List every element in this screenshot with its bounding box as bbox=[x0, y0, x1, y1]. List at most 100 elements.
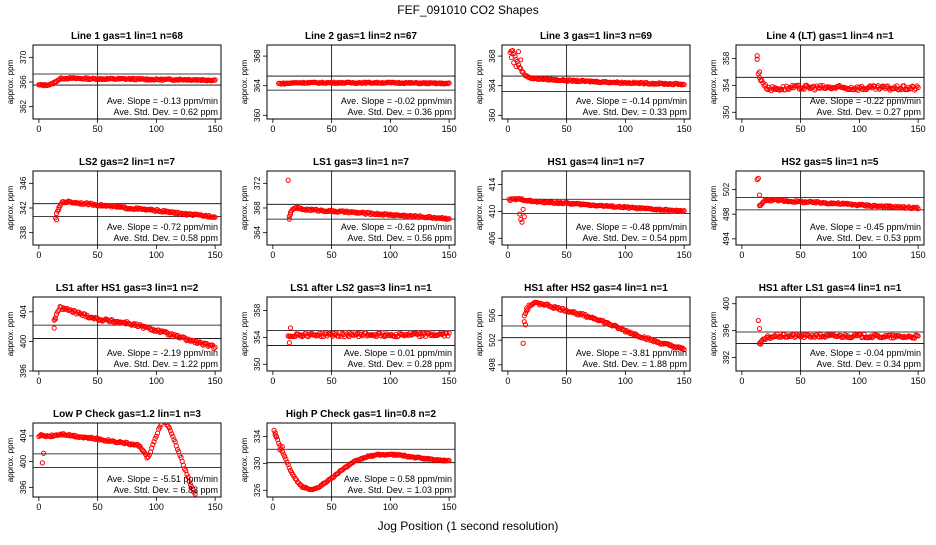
data-point bbox=[755, 175, 761, 181]
data-point bbox=[379, 330, 385, 336]
y-tick-label: 368 bbox=[253, 201, 262, 215]
y-tick-label: 360 bbox=[253, 108, 262, 122]
data-point bbox=[331, 330, 337, 337]
y-axis-label: approx. ppm bbox=[709, 185, 718, 230]
data-point bbox=[904, 205, 911, 211]
data-point bbox=[799, 86, 805, 92]
data-point bbox=[146, 452, 152, 458]
data-points bbox=[520, 299, 687, 353]
data-point bbox=[754, 177, 760, 183]
data-point bbox=[293, 476, 299, 483]
data-point bbox=[758, 341, 764, 347]
data-point bbox=[655, 81, 661, 87]
data-point bbox=[825, 332, 831, 338]
std-dev-annotation: Ave. Std. Dev. = 0.28 ppm bbox=[348, 359, 452, 369]
data-point bbox=[176, 77, 182, 83]
data-points bbox=[36, 423, 198, 497]
panel-title: Line 4 (LT) gas=1 lin=4 n=1 bbox=[766, 31, 894, 42]
plot-frame bbox=[501, 296, 691, 372]
x-tick-label: 100 bbox=[149, 376, 164, 386]
y-axis-label: approx. ppm bbox=[709, 59, 718, 104]
panel-13: Low P Check gas=1.2 lin=1 n=3 0 50 100 150 39… bbox=[6, 409, 223, 512]
y-axis-label: approx. ppm bbox=[240, 437, 249, 482]
data-point bbox=[443, 215, 449, 221]
x-tick-label: 0 bbox=[505, 250, 510, 260]
data-point bbox=[761, 198, 767, 204]
panel-6: LS1 gas=3 lin=1 n=7 0 50 100 150 364 368 372 app… bbox=[240, 157, 457, 260]
data-point bbox=[158, 329, 164, 335]
data-point bbox=[303, 207, 309, 213]
data-point bbox=[521, 319, 527, 325]
data-point bbox=[96, 437, 102, 443]
y-tick-label: 366 bbox=[19, 75, 28, 89]
data-point bbox=[186, 479, 192, 485]
figure-title: FEF_091010 CO2 Shapes bbox=[397, 3, 538, 17]
data-point bbox=[860, 334, 866, 340]
data-point bbox=[900, 334, 906, 341]
data-point bbox=[420, 330, 426, 336]
plot-frame bbox=[735, 170, 925, 246]
data-point bbox=[132, 206, 138, 212]
x-tick-label: 50 bbox=[327, 250, 337, 260]
x-tick-label: 100 bbox=[149, 502, 164, 512]
y-tick-label: 400 bbox=[722, 297, 731, 311]
y-axis-label: approx. ppm bbox=[240, 311, 249, 356]
data-point bbox=[368, 452, 375, 458]
y-tick-label: 330 bbox=[253, 456, 262, 470]
y-tick-label: 362 bbox=[19, 99, 28, 113]
data-point bbox=[64, 199, 70, 205]
data-point bbox=[865, 203, 871, 209]
y-axis-label: approx. ppm bbox=[475, 311, 484, 356]
data-point bbox=[568, 201, 574, 207]
x-tick-label: 50 bbox=[562, 250, 572, 260]
std-dev-annotation: Ave. Std. Dev. = 1.03 ppm bbox=[348, 485, 452, 495]
data-point bbox=[205, 214, 211, 220]
data-point bbox=[401, 213, 408, 219]
data-point bbox=[638, 206, 644, 212]
data-point bbox=[285, 177, 291, 183]
data-point bbox=[296, 331, 302, 337]
data-point bbox=[668, 208, 674, 214]
y-tick-label: 334 bbox=[253, 429, 262, 443]
data-point bbox=[90, 315, 96, 321]
std-dev-annotation: Ave. Std. Dev. = 1.22 ppm bbox=[114, 359, 218, 369]
data-point bbox=[105, 317, 111, 323]
plot-frame bbox=[266, 296, 456, 372]
data-point bbox=[756, 69, 763, 75]
x-tick-label: 100 bbox=[149, 250, 164, 260]
y-tick-label: 498 bbox=[722, 207, 731, 221]
x-tick-label: 100 bbox=[618, 124, 633, 134]
data-point bbox=[85, 75, 91, 81]
data-point bbox=[509, 47, 516, 54]
panel-title: High P Check gas=1 lin=0.8 n=2 bbox=[286, 409, 437, 420]
data-point bbox=[758, 202, 764, 208]
data-point bbox=[435, 332, 442, 338]
panel-title: Line 2 gas=1 lin=2 n=67 bbox=[305, 31, 417, 42]
y-tick-label: 354 bbox=[253, 330, 262, 344]
data-point bbox=[306, 206, 312, 212]
y-axis-label: approx. ppm bbox=[240, 59, 249, 104]
data-points bbox=[36, 75, 218, 89]
data-point bbox=[84, 76, 90, 82]
panel-1: Line 1 gas=1 lin=1 n=68 0 50 100 150 362 366 37… bbox=[6, 31, 223, 134]
slope-annotation: Ave. Slope = -3.81 ppm/min bbox=[576, 348, 687, 358]
y-tick-label: 370 bbox=[19, 50, 28, 64]
data-point bbox=[661, 207, 667, 213]
data-point bbox=[149, 327, 155, 333]
y-tick-label: 502 bbox=[488, 333, 497, 347]
data-point bbox=[678, 207, 684, 214]
y-tick-label: 396 bbox=[722, 323, 731, 337]
data-point bbox=[49, 432, 55, 438]
x-tick-label: 150 bbox=[208, 124, 223, 134]
data-point bbox=[433, 457, 439, 463]
std-dev-annotation: Ave. Std. Dev. = 0.58 ppm bbox=[114, 233, 218, 243]
y-tick-label: 364 bbox=[488, 78, 497, 92]
data-point bbox=[376, 451, 382, 457]
y-tick-label: 502 bbox=[722, 182, 731, 196]
x-tick-label: 50 bbox=[93, 250, 103, 260]
data-point bbox=[151, 439, 157, 445]
data-point bbox=[130, 441, 136, 447]
y-tick-label: 350 bbox=[722, 105, 731, 119]
x-tick-label: 100 bbox=[383, 124, 398, 134]
data-point bbox=[189, 337, 195, 343]
